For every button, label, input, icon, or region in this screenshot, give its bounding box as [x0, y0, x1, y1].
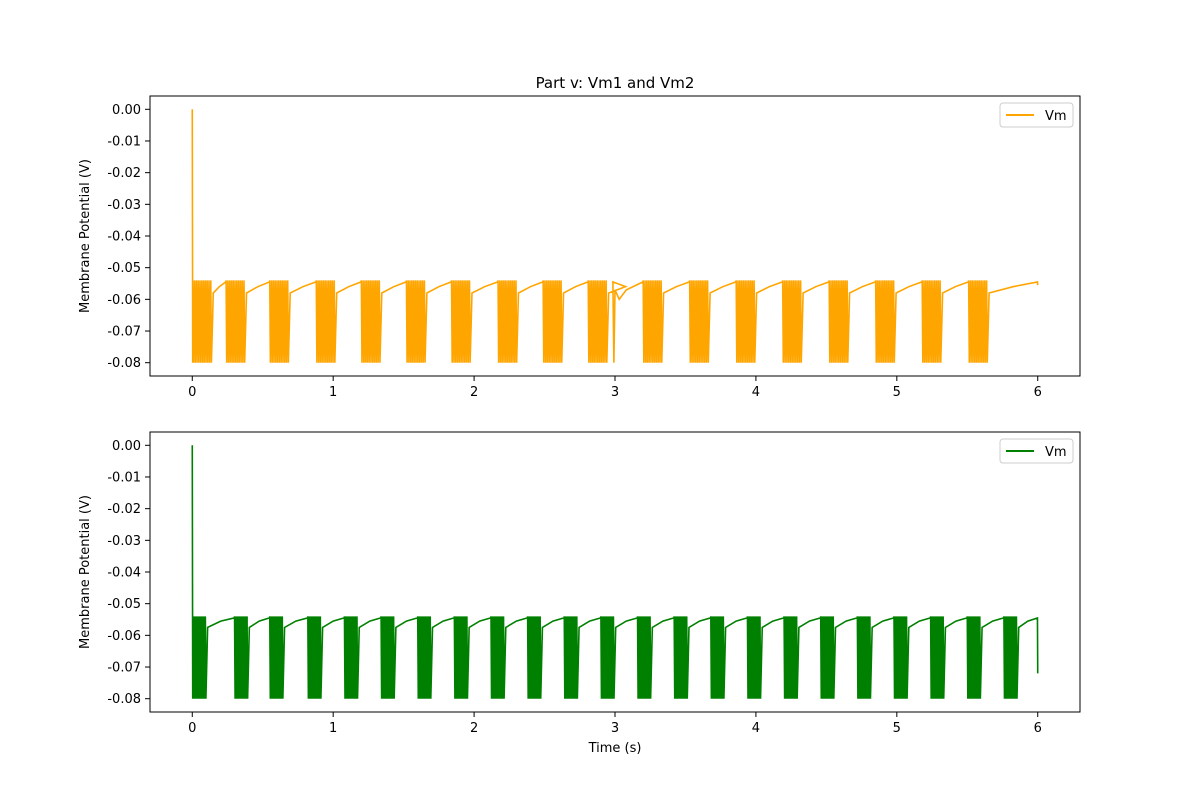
y-ticks-top: 0.00 -0.01 -0.02 -0.03 -0.04 -0.05 -0.06 -0.07 -…	[107, 103, 150, 371]
y-tick-label: -0.06	[107, 629, 141, 644]
x-tick-label: 4	[752, 721, 760, 736]
y-tick-label: -0.08	[107, 356, 141, 371]
x-tick-label: 6	[1034, 385, 1042, 400]
y-tick-label: -0.05	[107, 261, 141, 276]
x-tick-label: 0	[188, 721, 196, 736]
y-tick-label: -0.08	[107, 692, 141, 707]
x-tick-label: 2	[470, 721, 478, 736]
y-tick-label: -0.03	[107, 198, 141, 213]
y-tick-label: -0.01	[107, 470, 141, 485]
series-line-vm1	[191, 109, 1039, 363]
legend-label-bottom: Vm	[1045, 445, 1067, 460]
y-tick-label: -0.03	[107, 534, 141, 549]
subplot-vm1: Part v: Vm1 and Vm2 Membrane Potential (…	[78, 74, 1081, 400]
y-ticks-bottom: 0.00 -0.01 -0.02 -0.03 -0.04 -0.05 -0.06 -0.07 -…	[107, 439, 150, 707]
y-tick-label: -0.04	[107, 566, 141, 581]
x-ticks-bottom: 0 1 2 3 4 5 6	[188, 712, 1042, 736]
y-tick-label: -0.07	[107, 325, 141, 340]
legend-bottom: Vm	[999, 438, 1074, 464]
y-axis-title-top: Membrane Potential (V)	[78, 159, 93, 313]
x-tick-label: 0	[188, 385, 196, 400]
y-tick-label: -0.06	[107, 293, 141, 308]
plot-title: Part v: Vm1 and Vm2	[536, 74, 695, 92]
x-tick-label: 1	[329, 385, 337, 400]
x-tick-label: 5	[893, 721, 901, 736]
legend-box-bottom	[999, 438, 1074, 464]
x-tick-label: 2	[470, 385, 478, 400]
x-tick-label: 4	[752, 385, 760, 400]
x-axis-title: Time (s)	[588, 741, 642, 756]
x-tick-label: 5	[893, 385, 901, 400]
y-tick-label: -0.05	[107, 597, 141, 612]
legend-label-top: Vm	[1045, 109, 1067, 124]
legend-top: Vm	[999, 102, 1074, 128]
y-tick-label: 0.00	[112, 103, 141, 118]
legend-box-top	[999, 102, 1074, 128]
y-tick-label: -0.01	[107, 134, 141, 149]
x-tick-label: 1	[329, 721, 337, 736]
x-tick-label: 3	[611, 385, 619, 400]
y-axis-title-bottom: Membrane Potential (V)	[78, 495, 93, 649]
y-tick-label: 0.00	[112, 439, 141, 454]
y-tick-label: -0.02	[107, 502, 141, 517]
x-ticks-top: 0 1 2 3 4 5 6	[188, 376, 1042, 400]
y-tick-label: -0.07	[107, 661, 141, 676]
series-line-vm2	[191, 445, 1039, 699]
y-tick-label: -0.04	[107, 230, 141, 245]
x-tick-label: 3	[611, 721, 619, 736]
x-tick-label: 6	[1034, 721, 1042, 736]
y-tick-label: -0.02	[107, 166, 141, 181]
